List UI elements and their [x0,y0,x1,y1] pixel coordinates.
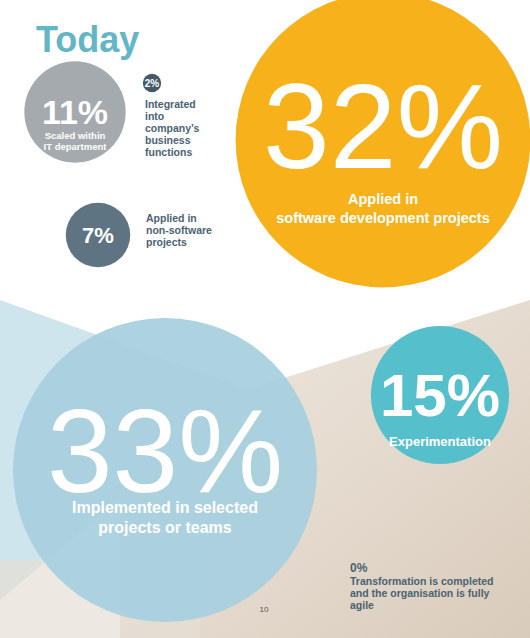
label-line: software development projects [276,210,490,226]
label-line: Applied in [146,212,197,224]
bubble [371,326,509,464]
value-label: 2% [145,78,160,89]
page-number: 10 [260,605,269,614]
category-label: Experimentation [389,434,491,449]
bubble [143,74,161,92]
labels: 32%Applied insoftware development projec… [42,59,503,611]
value-label: 0% [350,561,368,575]
bubble [66,203,130,267]
category-label: Transformation is completedand the organ… [350,575,494,611]
category-label: Applied in software development projects [276,191,490,226]
chart-holder: Today32%Applied insoftware development p… [0,0,530,638]
label-line: Applied in [348,191,418,207]
bubble [13,318,317,622]
label-line: projects or teams [98,519,231,536]
label-line: projects [146,236,187,248]
value-label: 32% [263,59,503,193]
bubble [24,61,125,162]
title: Today [36,19,139,60]
label-line: into [145,110,164,122]
label-line: Integrated [145,98,196,110]
value-label: 11% [42,93,108,131]
page: {"chart_data": {"type": "bubble", "title… [0,0,530,638]
bubble [236,0,530,287]
label-line: non-software [146,224,212,236]
bubbles [13,0,530,622]
label-line: Experimentation [389,434,491,449]
value-label: 33% [47,385,283,517]
category-label: Integratedintocompany’sbusinessfunctions [145,98,200,158]
label-line: company’s [145,122,200,134]
label-line: functions [145,146,192,158]
category-label: Implemented in selected projects or teams [72,499,258,536]
label-line: IT department [44,141,108,152]
label-line: agile [350,599,374,611]
chart: Today32%Applied insoftware development p… [0,0,530,638]
label-line: Implemented in selected [72,499,258,516]
value-label: 7% [82,223,114,248]
value-label: 15% [380,362,500,429]
label-line: business [145,134,191,146]
label-line: Scaled within [45,130,106,141]
label-line: Transformation is completed [350,575,494,587]
label-line: and the organisation is fully [350,587,490,599]
category-label: Applied innon-softwareprojects [146,212,212,248]
category-label: Scaled withinIT department [44,130,108,152]
